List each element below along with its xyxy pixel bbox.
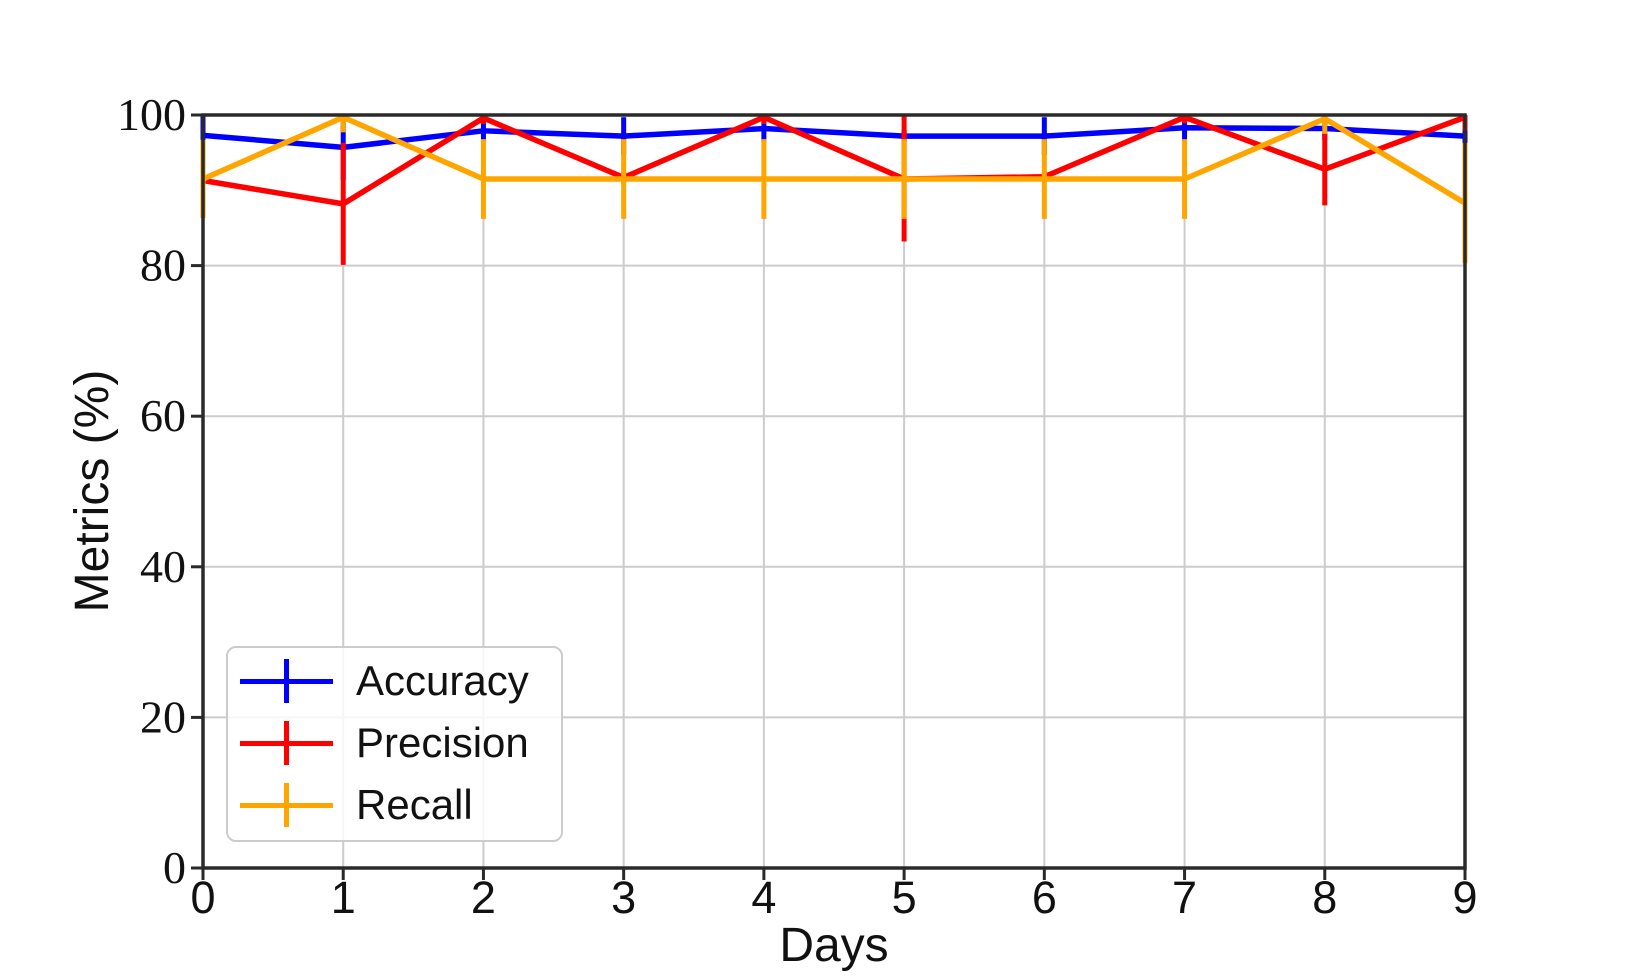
x-tick-label: 8	[1312, 872, 1337, 923]
x-tick-label: 6	[1032, 872, 1057, 923]
x-tick-label: 2	[471, 872, 496, 923]
legend-label-precision: Precision	[356, 719, 529, 766]
y-tick-label: 20	[140, 691, 186, 742]
series-layer	[200, 114, 1468, 265]
legend-item-precision: Precision	[228, 721, 561, 765]
x-tick-label: 4	[751, 872, 776, 923]
axes-spines	[201, 113, 1467, 870]
x-tick-label: 1	[331, 872, 356, 923]
y-tick-label: 40	[140, 541, 186, 592]
x-tick-label: 3	[611, 872, 636, 923]
grid-layer	[203, 115, 1465, 868]
x-tick-label: 5	[892, 872, 917, 923]
y-tick-label: 60	[140, 390, 186, 441]
y-tick-label: 100	[117, 89, 186, 140]
accuracy-errorbar-icon	[228, 659, 356, 703]
legend-item-recall: Recall	[228, 783, 561, 827]
legend-item-accuracy: Accuracy	[228, 659, 561, 703]
series-recall	[200, 114, 1468, 264]
series-line	[202, 125, 1466, 151]
y-tick-label: 0	[163, 842, 186, 893]
recall-errorbar-icon	[228, 783, 356, 827]
series-line	[201, 114, 1467, 206]
x-tick-label: 7	[1172, 872, 1197, 923]
x-tick-label: 0	[190, 872, 215, 923]
x-axis-label: Days	[779, 919, 888, 972]
x-tick-label: 9	[1452, 872, 1477, 923]
legend-label-accuracy: Accuracy	[356, 657, 529, 704]
precision-errorbar-icon	[228, 721, 356, 765]
y-tick-label: 80	[140, 240, 186, 291]
legend-label-recall: Recall	[356, 781, 473, 828]
tick-layer: 0 1 2 3 4 5 6 7 8 9 0 20 40 60 80 100	[117, 89, 1478, 923]
series-line	[202, 114, 1466, 207]
legend: Accuracy Precision Recall	[226, 646, 563, 842]
plot-border	[201, 113, 1467, 870]
y-axis-label: Metrics (%)	[66, 370, 119, 613]
